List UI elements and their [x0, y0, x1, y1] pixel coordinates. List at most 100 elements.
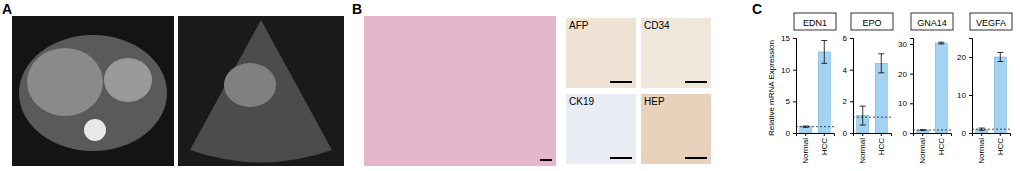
- bar: [875, 63, 887, 133]
- reference-line: [972, 129, 1010, 130]
- scale-bar: [610, 81, 632, 83]
- error-bar: [997, 52, 1003, 61]
- x-tick-label: HCC: [937, 138, 946, 156]
- chart-title: GNA14: [917, 18, 947, 28]
- x-tick: HCC: [937, 133, 946, 155]
- y-tick-label: 6: [843, 34, 848, 43]
- bar: [994, 57, 1006, 133]
- x-tick-mark: [941, 133, 942, 136]
- y-tick-mark: [910, 74, 913, 75]
- y-axis: 0246: [843, 34, 854, 138]
- ct-spine: [84, 119, 106, 141]
- error-bar: [821, 41, 827, 64]
- y-tick-mark: [910, 103, 913, 104]
- x-axis-line: [973, 134, 1011, 137]
- stain-label: AFP: [569, 20, 589, 31]
- bar: [917, 130, 929, 133]
- x-tick-label: HCC: [820, 138, 829, 156]
- scale-bar: [685, 157, 707, 159]
- y-tick-mark: [793, 101, 796, 102]
- y-tick-mark: [969, 57, 972, 58]
- y-tick: 0: [962, 129, 972, 138]
- chart-title: EDN1: [803, 18, 827, 28]
- y-tick-mark: [793, 70, 796, 71]
- y-tick-label: 30: [898, 40, 907, 49]
- y-tick: 15: [781, 34, 796, 43]
- y-tick: 30: [898, 40, 913, 49]
- y-axis: 0 10 20: [957, 39, 972, 139]
- x-tick-label: Normal: [918, 138, 927, 164]
- y-axis-line: [793, 39, 797, 134]
- y-tick: 4: [843, 66, 853, 75]
- y-tick: 5: [786, 97, 796, 106]
- y-tick-mark: [850, 133, 853, 134]
- scale-bar: [540, 159, 552, 161]
- y-tick: 20: [898, 70, 913, 79]
- x-axis: Normal HCC: [914, 133, 952, 164]
- scale-bar: [685, 81, 707, 83]
- panel-label: A: [2, 1, 12, 17]
- y-tick: 10: [781, 66, 796, 75]
- y-tick: 6: [843, 34, 853, 43]
- us-lesion: [224, 63, 276, 107]
- y-axis-line: [969, 39, 973, 134]
- us-fan: [190, 20, 332, 163]
- title-box: [851, 13, 893, 30]
- us-image: [178, 16, 344, 166]
- chart: EPO0246NormalHCC: [843, 13, 893, 164]
- y-tick-label: 10: [957, 91, 966, 100]
- x-tick: HCC: [996, 133, 1005, 155]
- y-tick-mark: [850, 101, 853, 102]
- x-tick: Normal: [801, 133, 810, 164]
- stain-label: HEP: [644, 96, 665, 107]
- plot-area: [913, 42, 951, 133]
- x-axis: Normal HCC: [797, 133, 835, 164]
- ct-image: [12, 16, 174, 166]
- y-tick: 2: [843, 97, 853, 106]
- error-bar: [938, 42, 944, 44]
- y-tick-mark: [910, 133, 913, 134]
- y-tick: 10: [898, 99, 913, 108]
- stain-label: CD34: [644, 20, 670, 31]
- y-axis-line: [910, 39, 914, 134]
- ihc-image: [566, 94, 636, 164]
- y-tick-label: 10: [781, 66, 790, 75]
- ct-spleen: [104, 58, 152, 102]
- bar: [935, 43, 947, 133]
- y-axis: 0102030: [898, 39, 913, 139]
- he-image: [364, 16, 556, 166]
- x-tick-label: Normal: [977, 138, 986, 164]
- x-tick-mark: [805, 133, 806, 136]
- y-tick-label: 20: [898, 70, 907, 79]
- chart: VEGFA 0 10 20 Normal HCC: [957, 13, 1012, 164]
- y-tick-mark: [850, 70, 853, 71]
- x-tick-mark: [824, 133, 825, 136]
- scale-bar: [610, 157, 632, 159]
- y-tick: 20: [957, 53, 972, 62]
- stain-label: CK19: [569, 96, 594, 107]
- x-tick-mark: [862, 133, 863, 136]
- x-tick: Normal: [858, 133, 867, 164]
- chart-title: VEGFA: [976, 18, 1006, 28]
- ihc-image: [641, 18, 711, 88]
- x-tick-mark: [922, 133, 923, 136]
- x-tick-mark: [881, 133, 882, 136]
- y-tick-label: 20: [957, 53, 966, 62]
- y-tick-mark: [969, 95, 972, 96]
- y-tick: 10: [957, 91, 972, 100]
- x-tick: Normal: [977, 133, 986, 164]
- y-tick-mark: [850, 38, 853, 39]
- chart: EDN1 0 5 10 15 Normal HCC: [781, 13, 836, 164]
- x-tick: HCC: [820, 133, 829, 155]
- panel-label: C: [752, 1, 762, 17]
- y-tick: 0: [786, 129, 796, 138]
- y-tick-mark: [793, 38, 796, 39]
- x-axis-line: [797, 134, 835, 137]
- y-tick-label: 0: [962, 129, 967, 138]
- chart-title: EPO: [862, 18, 881, 28]
- y-tick-label: 10: [898, 99, 907, 108]
- y-tick-mark: [969, 133, 972, 134]
- reference-line: [853, 117, 891, 118]
- error-bar: [860, 106, 866, 125]
- error-bar: [878, 54, 884, 73]
